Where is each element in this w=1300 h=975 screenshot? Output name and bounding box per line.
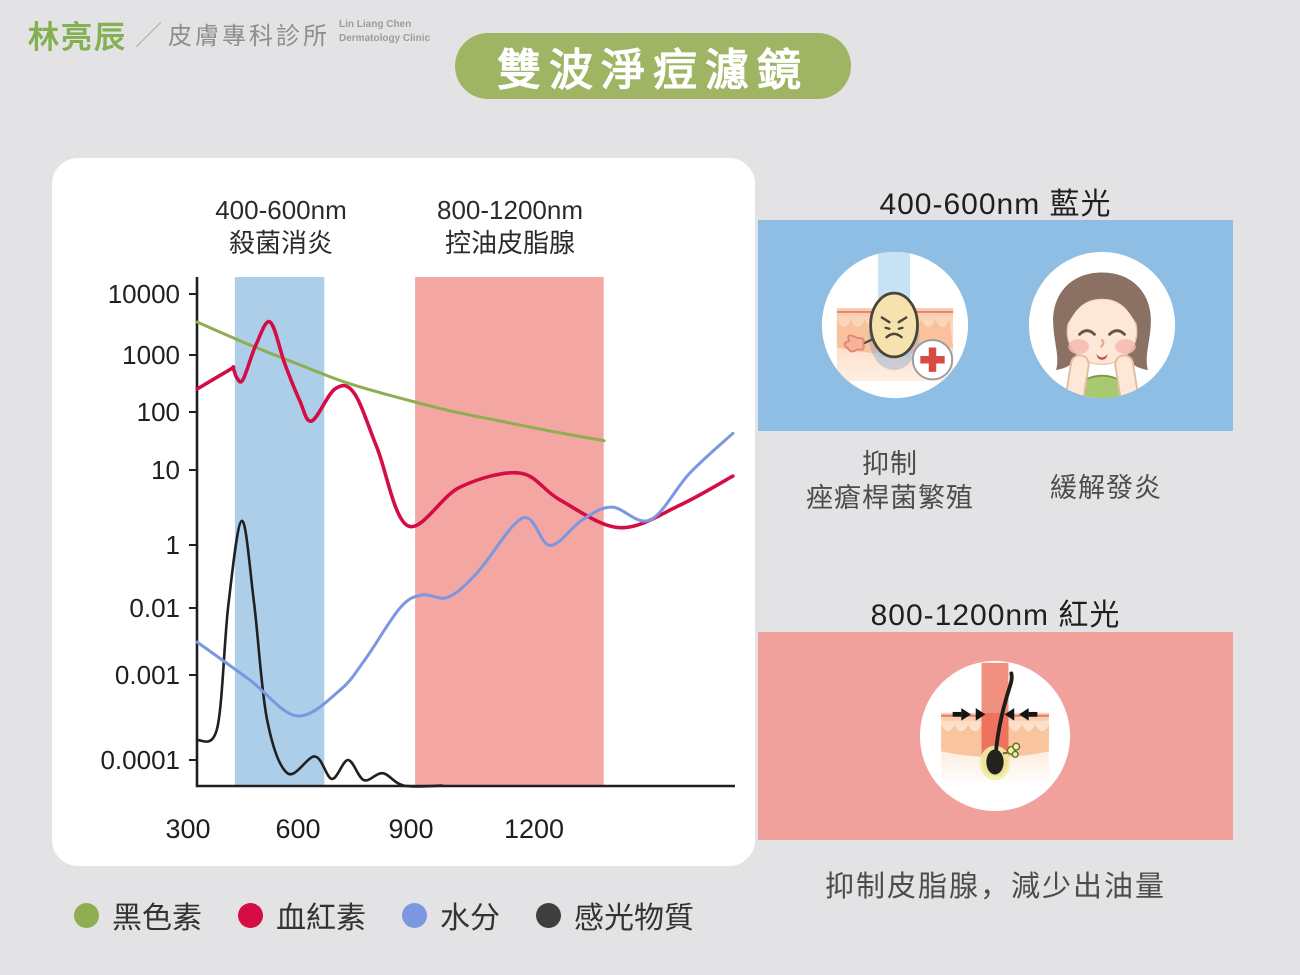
bacteria-illustration	[821, 251, 969, 399]
band-annotation-effect: 殺菌消炎	[228, 228, 334, 258]
red-effect-label: 抑制皮脂腺，減少出油量	[824, 871, 1166, 903]
x-tick-label: 300	[165, 814, 210, 844]
band-annotation-red: 800-1200nm 控油皮脂腺	[437, 194, 583, 260]
legend-item: 水分	[402, 893, 500, 937]
closed-eye-right	[1108, 329, 1126, 336]
legend-dot-icon	[74, 902, 99, 928]
y-tick-label: 100	[137, 397, 180, 427]
mouth	[1096, 354, 1108, 360]
logo-english-name: Lin Liang Chen Dermatology Clinic	[339, 18, 430, 45]
calm-face-illustration	[1028, 251, 1176, 399]
page-title: 雙波淨痘濾鏡	[455, 33, 851, 99]
legend-item: 血紅素	[238, 893, 366, 937]
y-tick-label: 0.0001	[100, 745, 180, 775]
chart-card: 10000 1000 100 10 1 0.01 0.001 0.0001 300 600 900 1…	[52, 158, 755, 866]
x-tick-label: 600	[275, 814, 320, 844]
y-tick-label: 0.01	[129, 593, 180, 623]
logo-name-zh: 林亮辰	[28, 20, 127, 55]
legend-dot-icon	[238, 902, 263, 928]
logo-english-line1: Lin Liang Chen	[339, 19, 412, 30]
clinic-logo: 林亮辰 ／ 皮膚專科診所 Lin Liang Chen Dermatology …	[28, 12, 430, 57]
follicle-illustration	[919, 660, 1071, 812]
band-annotation-effect: 控油皮脂腺	[444, 228, 575, 258]
y-tick-label: 0.001	[115, 660, 180, 690]
legend-label: 水分	[440, 902, 500, 935]
series-curve-水分	[195, 431, 735, 718]
x-tick-label: 1200	[504, 814, 564, 844]
legend-item: 感光物質	[536, 893, 694, 937]
logo-separator: ／	[135, 21, 162, 51]
red-section-title: 800-1200nm 紅光	[870, 599, 1121, 632]
blue-effect-label-2: 緩解發炎	[1050, 473, 1162, 503]
sebaceous-gland	[1006, 742, 1021, 758]
legend-label: 黑色素	[112, 902, 202, 935]
hair-shaft	[993, 671, 1014, 767]
legend-label: 感光物質	[574, 902, 694, 935]
chart-axes	[195, 277, 735, 788]
y-tick-label: 10	[151, 455, 180, 485]
inward-arrows	[952, 708, 1038, 721]
band-annotation-range: 400-600nm	[215, 195, 347, 225]
y-tick-label: 1	[166, 530, 180, 560]
blue-section-title: 400-600nm 藍光	[879, 188, 1112, 221]
legend-item: 黑色素	[74, 893, 202, 937]
y-tick-label: 10000	[108, 279, 180, 309]
acne-bacteria	[869, 291, 919, 359]
series-curve-黑色素	[195, 320, 606, 443]
hair-bulb	[986, 749, 1004, 775]
closed-eye-left	[1078, 329, 1096, 336]
red-cross-icon	[920, 347, 945, 372]
band-annotation-range: 800-1200nm	[437, 195, 583, 225]
spectra-chart: 10000 1000 100 10 1 0.01 0.001 0.0001 300 600 900 1…	[100, 277, 735, 844]
y-tick-label: 1000	[122, 340, 180, 370]
blush-right	[1115, 339, 1136, 355]
legend-label: 血紅素	[276, 902, 366, 935]
blush-left	[1068, 339, 1089, 355]
band-annotation-blue: 400-600nm 殺菌消炎	[215, 194, 347, 260]
chart-legend: 黑色素 血紅素 水分 感光物質	[74, 893, 694, 937]
x-tick-label: 900	[388, 814, 433, 844]
legend-dot-icon	[402, 902, 427, 928]
logo-clinic-name: 皮膚專科診所	[168, 23, 330, 50]
series-curve-血紅素	[195, 319, 735, 530]
legend-dot-icon	[536, 902, 561, 928]
pus-blob	[843, 334, 865, 353]
blue-effect-label-1: 抑制 痤瘡桿菌繁殖	[806, 449, 974, 513]
series-curve-感光物質	[195, 519, 444, 788]
logo-english-line2: Dermatology Clinic	[339, 32, 431, 44]
